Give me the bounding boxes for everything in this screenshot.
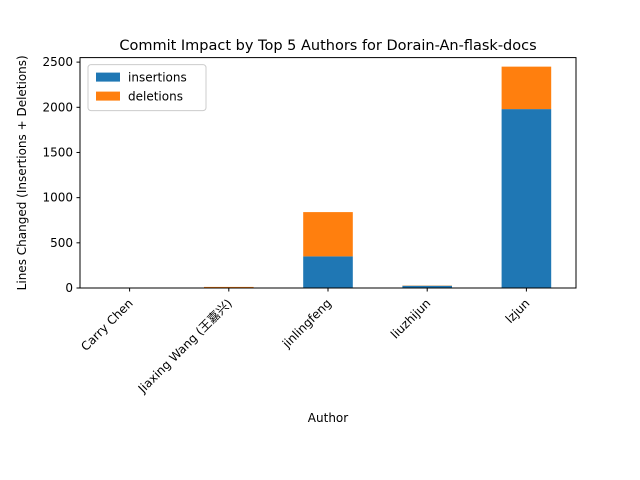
legend-label-deletions: deletions	[128, 90, 183, 104]
bars-layer	[104, 66, 552, 289]
legend-swatch-insertions	[96, 72, 120, 82]
y-tick-label: 2500	[42, 55, 73, 69]
x-tick-label: jinlingfeng	[279, 296, 334, 351]
y-tick-label: 1500	[42, 145, 73, 159]
bar-deletions-1	[204, 286, 254, 288]
x-tick-label: Carry Chen	[78, 296, 135, 353]
legend-swatch-deletions	[96, 91, 120, 101]
x-tick-label: lzjun	[503, 296, 533, 326]
bar-insertions-4	[501, 109, 552, 289]
y-tick-label: 1000	[42, 191, 73, 205]
bar-insertions-2	[303, 256, 353, 288]
y-axis-label: Lines Changed (Insertions + Deletions)	[15, 55, 29, 290]
legend: insertions deletions	[87, 64, 207, 112]
chart-title: Commit Impact by Top 5 Authors for Dorai…	[119, 38, 536, 54]
bar-insertions-3	[402, 285, 452, 288]
bar-deletions-4	[501, 66, 552, 110]
x-tick-label: liuzhijun	[388, 296, 433, 341]
plot-frame	[79, 57, 577, 289]
y-tick-label: 0	[65, 281, 73, 295]
x-axis: Carry Chen Jiaxing Wang (王嘉兴) jinlingfeng l…	[78, 288, 533, 396]
y-tick-label: 2000	[42, 100, 73, 114]
y-tick-label: 500	[50, 236, 73, 250]
x-tick-label: Jiaxing Wang (王嘉兴)	[135, 296, 235, 396]
x-axis-label: Author	[308, 411, 348, 425]
y-axis: 0 500 1000 1500 2000 2500	[42, 55, 80, 295]
bar-deletions-2	[303, 212, 353, 257]
legend-label-insertions: insertions	[128, 71, 187, 85]
